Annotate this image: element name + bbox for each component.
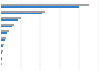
Bar: [1, 65, 2, 67]
Bar: [1, 52, 2, 54]
Bar: [1, 24, 14, 26]
Bar: [1, 63, 2, 65]
Bar: [1, 59, 2, 60]
Bar: [1, 11, 45, 12]
Bar: [1, 12, 42, 14]
Bar: [1, 57, 2, 59]
Bar: [1, 26, 12, 27]
Bar: [1, 32, 7, 34]
Bar: [1, 39, 5, 41]
Bar: [1, 45, 3, 47]
Bar: [1, 4, 89, 6]
Bar: [1, 37, 6, 39]
Bar: [1, 44, 4, 45]
Bar: [1, 30, 9, 32]
Bar: [1, 17, 21, 19]
Bar: [1, 19, 18, 21]
Bar: [1, 6, 79, 8]
Bar: [1, 50, 3, 52]
